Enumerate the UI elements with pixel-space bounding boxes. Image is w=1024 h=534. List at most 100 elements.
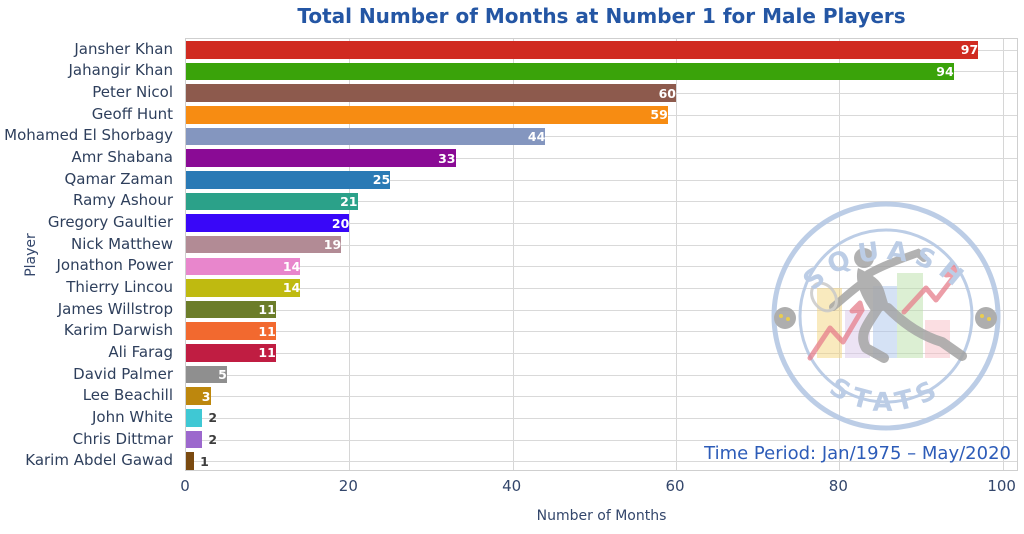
bar-value-label: 3 xyxy=(201,388,211,404)
category-label: Nick Matthew xyxy=(71,234,173,253)
category-label: Ali Farag xyxy=(108,342,173,361)
category-label: John White xyxy=(92,407,173,426)
bar-row: 59 xyxy=(186,104,1017,126)
bar-row: 21 xyxy=(186,191,1017,213)
y-gridline xyxy=(186,136,1017,138)
bar-value-label: 94 xyxy=(936,63,954,79)
category-label: David Palmer xyxy=(73,364,173,383)
bar-row: 14 xyxy=(186,256,1017,278)
bar-row: 25 xyxy=(186,169,1017,191)
bar xyxy=(186,300,276,319)
bar-value-label: 2 xyxy=(208,432,218,447)
bar-row: 94 xyxy=(186,61,1017,83)
bar xyxy=(186,127,546,146)
bar xyxy=(186,452,195,470)
category-label: Qamar Zaman xyxy=(64,169,173,188)
bar-row: 14 xyxy=(186,277,1017,299)
bar-value-label: 11 xyxy=(258,345,276,361)
bar-value-label: 11 xyxy=(258,302,276,318)
bar-row: 44 xyxy=(186,126,1017,148)
category-label: Thierry Lincou xyxy=(66,277,173,296)
x-gridline xyxy=(1002,39,1004,470)
bar xyxy=(186,387,211,406)
bar-value-label: 14 xyxy=(282,258,301,274)
x-tick-label: 40 xyxy=(502,477,522,495)
y-gridline xyxy=(186,266,1017,268)
x-axis-title: Number of Months xyxy=(536,508,667,524)
watermark-inner-ring xyxy=(798,228,974,404)
y-gridline xyxy=(186,244,1017,246)
bar-row: 19 xyxy=(186,234,1017,256)
y-gridline xyxy=(186,223,1017,224)
bar-value-label: 59 xyxy=(650,107,668,123)
y-gridline xyxy=(186,374,1017,376)
y-gridline xyxy=(186,417,1017,419)
y-gridline xyxy=(186,331,1017,333)
bar-value-label: 5 xyxy=(218,367,227,383)
watermark-trend-arrows xyxy=(807,264,959,361)
watermark-mini-bars xyxy=(817,273,950,358)
bar xyxy=(186,214,350,232)
bar xyxy=(186,257,301,276)
bar xyxy=(186,192,358,211)
y-gridline xyxy=(186,396,1017,398)
squash-stats-watermark-logo: SQUASH STATS xyxy=(771,201,1001,431)
bar xyxy=(186,430,203,449)
category-label: Mohamed El Shorbagy xyxy=(4,126,173,145)
x-gridline xyxy=(349,39,351,470)
category-label: James Willstrop xyxy=(57,299,173,318)
bar xyxy=(186,279,301,297)
bar-value-label: 60 xyxy=(658,85,676,101)
squash-ball-left-icon xyxy=(774,307,796,329)
bar-value-label: 11 xyxy=(258,323,276,339)
bar-row: 1 xyxy=(186,450,1017,472)
category-label: Jonathon Power xyxy=(56,256,174,275)
bar-value-label: 44 xyxy=(527,128,546,144)
bar xyxy=(186,149,456,167)
y-gridline xyxy=(186,287,1017,289)
y-gridline xyxy=(186,201,1017,203)
category-label: Karim Darwish xyxy=(63,321,173,340)
category-label: Peter Nicol xyxy=(92,83,173,102)
y-gridline xyxy=(186,461,1017,463)
bar-row: 11 xyxy=(186,320,1017,342)
x-tick-label: 20 xyxy=(338,477,358,495)
y-gridline xyxy=(186,352,1017,354)
x-tick-label: 60 xyxy=(665,477,685,495)
bar xyxy=(186,41,979,59)
bar xyxy=(186,105,668,124)
bar xyxy=(186,322,276,341)
x-gridline xyxy=(676,39,677,470)
bar-value-label: 14 xyxy=(282,280,301,296)
bar-row: 60 xyxy=(186,82,1017,104)
x-gridline xyxy=(839,39,841,470)
watermark-bottom-text: STATS xyxy=(824,372,947,418)
bar xyxy=(186,409,203,427)
y-gridline xyxy=(186,179,1017,181)
watermark-outer-ring xyxy=(771,201,1001,431)
bar-row: 5 xyxy=(186,364,1017,386)
bar-row: 2 xyxy=(186,407,1017,429)
bar-row: 33 xyxy=(186,147,1017,169)
category-label: Karim Abdel Gawad xyxy=(25,451,173,470)
bar xyxy=(186,344,276,362)
category-label: Ramy Ashour xyxy=(73,191,173,210)
time-period-annotation: Time Period: Jan/1975 – May/2020 xyxy=(704,443,1011,464)
category-labels: Jansher Khan Jahangir Khan Peter Nicol Geof… xyxy=(0,38,179,471)
bar xyxy=(186,62,954,81)
bar-row: 2 xyxy=(186,429,1017,451)
category-label: Lee Beachill xyxy=(82,386,173,405)
y-gridline xyxy=(186,309,1017,311)
chart-title: Total Number of Months at Number 1 for M… xyxy=(297,4,906,28)
y-gridline xyxy=(186,158,1017,160)
squash-player-silhouette-icon xyxy=(810,248,967,363)
x-tick-label: 100 xyxy=(987,477,1016,495)
bar-row: 3 xyxy=(186,385,1017,407)
category-label: Chris Dittmar xyxy=(72,429,173,448)
x-tick-label: 80 xyxy=(828,477,848,495)
category-label: Amr Shabana xyxy=(71,148,173,167)
bar-value-label: 1 xyxy=(200,453,209,469)
x-gridline xyxy=(512,39,514,470)
bar-row: 11 xyxy=(186,299,1017,321)
